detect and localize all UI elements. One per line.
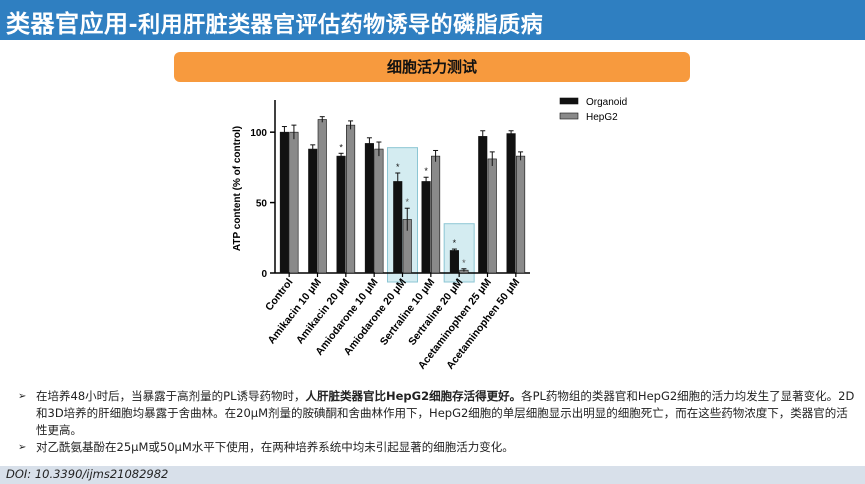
bar-organoid — [421, 181, 431, 274]
header-bar: 类器官应用-利用肝脏类器官评估药物诱导的磷脂质病 — [0, 0, 865, 40]
doi-text: DOI: 10.3390/ijms21082982 — [6, 467, 169, 481]
bar-organoid — [279, 131, 289, 274]
legend-label: HepG2 — [586, 112, 618, 123]
significance-star: * — [396, 162, 400, 172]
bar-hepg2 — [431, 155, 441, 274]
legend-label: Organoid — [586, 97, 627, 108]
bar-hepg2 — [516, 155, 526, 274]
bar-organoid — [449, 250, 459, 274]
significance-star: * — [453, 238, 457, 248]
bar-hepg2 — [487, 158, 497, 274]
legend-swatch — [559, 112, 579, 120]
bullet-item: ➢ 对乙酰氨基酚在25μM或50μM水平下使用，在两种培养系统中均未引起显著的细… — [18, 439, 858, 456]
atp-chart: 0 50 100 ATP content (% of control) Control A… — [200, 90, 660, 380]
y-tick-label: 50 — [256, 199, 268, 210]
y-tick-label: 100 — [250, 128, 267, 139]
page-title: 类器官应用-利用肝脏类器官评估药物诱导的磷脂质病 — [6, 4, 543, 39]
footer-bar: DOI: 10.3390/ijms21082982 — [0, 466, 865, 484]
bar-hepg2 — [289, 131, 299, 274]
highlight-box — [387, 147, 418, 283]
significance-star: * — [339, 142, 343, 152]
title-bold: 类器官应用 — [6, 10, 129, 38]
legend-swatch — [559, 97, 579, 105]
bar-organoid — [336, 155, 346, 274]
bullet-text-post: 各PL药物组的类器官和HepG2细胞的活力均发生了显著变化。2D和3D培养的肝细… — [36, 389, 855, 437]
bar-hepg2 — [346, 124, 356, 274]
bullet-text-bold: 人肝脏类器官比HepG2细胞存活得更好。 — [305, 389, 522, 403]
section-banner: 细胞活力测试 — [174, 52, 690, 82]
significance-star: * — [462, 258, 466, 268]
bullet-list: ➢ 在培养48小时后，当暴露于高剂量的PL诱导药物时，人肝脏类器官比HepG2细… — [18, 388, 858, 456]
bullet-item: ➢ 在培养48小时后，当暴露于高剂量的PL诱导药物时，人肝脏类器官比HepG2细… — [18, 388, 858, 439]
title-rest: -利用肝脏类器官评估药物诱导的磷脂质病 — [128, 13, 544, 38]
arrow-bullet-icon: ➢ — [18, 391, 27, 402]
bullet-text-pre: 在培养48小时后，当暴露于高剂量的PL诱导药物时， — [36, 389, 306, 403]
y-axis-label: ATP content (% of control) — [232, 126, 243, 251]
bar-organoid — [393, 181, 403, 274]
significance-star: * — [424, 166, 428, 176]
bar-organoid — [308, 148, 318, 274]
bar-hepg2 — [374, 148, 384, 274]
bar-organoid — [478, 136, 488, 274]
arrow-bullet-icon: ➢ — [18, 442, 27, 453]
bar-hepg2 — [317, 119, 327, 274]
y-tick-label: 0 — [261, 269, 267, 280]
bullet-text-pre: 对乙酰氨基酚在25μM或50μM水平下使用，在两种培养系统中均未引起显著的细胞活… — [36, 440, 514, 454]
bar-organoid — [506, 133, 516, 274]
bar-organoid — [364, 143, 374, 274]
significance-star: * — [405, 197, 409, 207]
